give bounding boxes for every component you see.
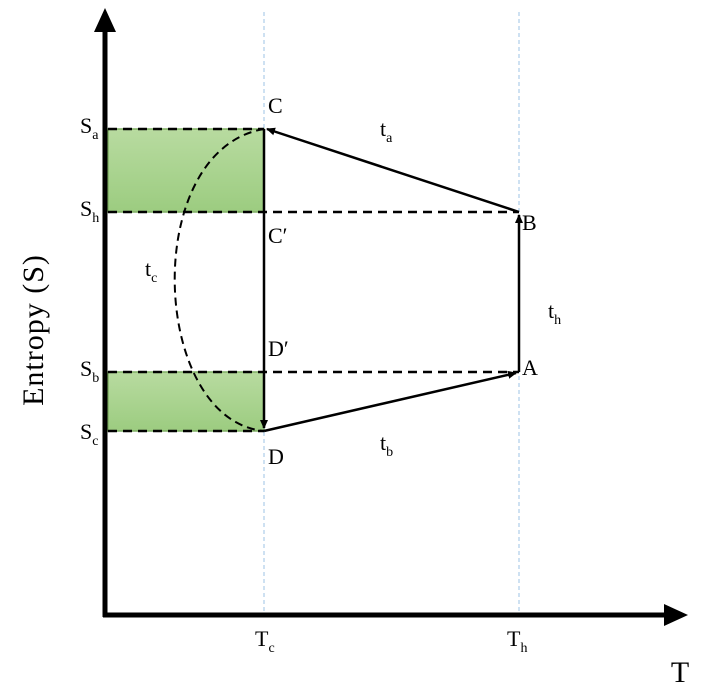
x-axis-arrowhead: [664, 604, 688, 626]
y-axis-label: Entropy (S): [17, 254, 50, 406]
y-axis-arrowhead: [94, 8, 116, 32]
point-label-c: C: [268, 93, 283, 118]
process-line-d-a: [263, 370, 517, 433]
point-label-c-prime: C′: [268, 223, 288, 248]
label-th: Th: [507, 626, 527, 656]
label-tb: tb: [380, 430, 393, 460]
x-axis-label: T: [671, 656, 689, 689]
point-label-a: A: [522, 355, 538, 380]
label-ta: ta: [380, 116, 393, 146]
label-sb: Sb: [80, 356, 99, 386]
label-sh: Sh: [80, 196, 99, 226]
point-label-b: B: [522, 210, 537, 235]
point-label-d-prime: D′: [268, 336, 289, 361]
label-sc: Sc: [80, 419, 98, 449]
label-th-time: th: [548, 298, 561, 328]
label-sa: Sa: [80, 113, 99, 143]
entropy-band-lower: [107, 371, 265, 432]
label-tc-time: tc: [145, 256, 157, 286]
entropy-band-upper: [107, 128, 265, 213]
point-label-d: D: [268, 444, 284, 469]
label-tc: Tc: [255, 626, 275, 656]
process-line-b-c: [266, 127, 520, 214]
